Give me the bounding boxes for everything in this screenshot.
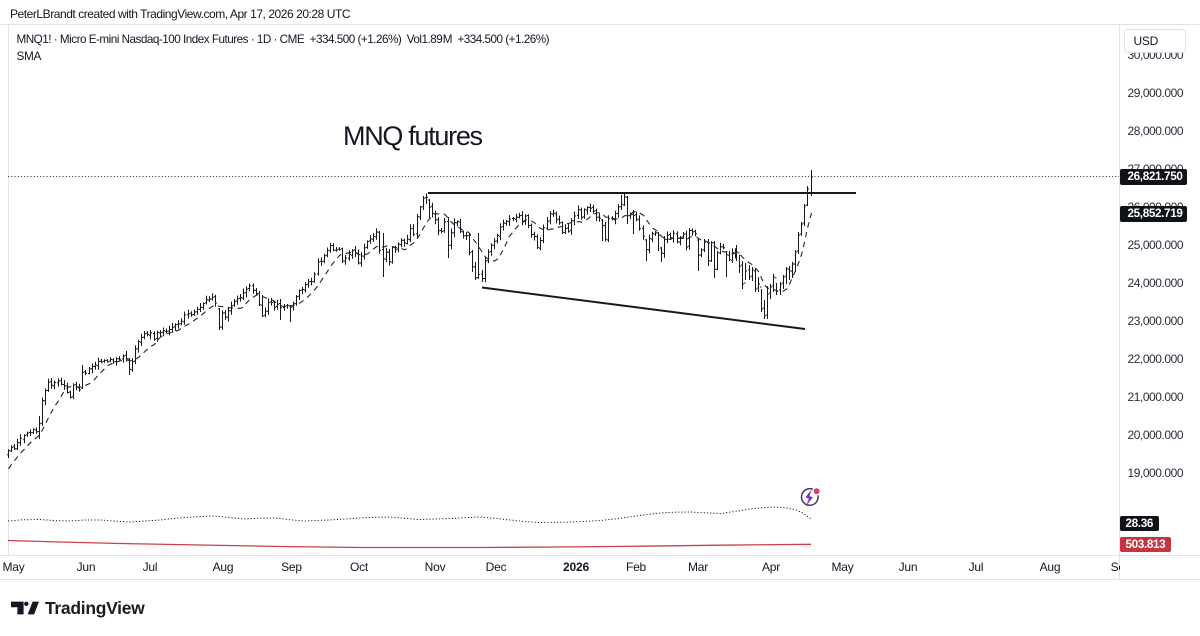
- svg-text:TradingView: TradingView: [45, 599, 145, 618]
